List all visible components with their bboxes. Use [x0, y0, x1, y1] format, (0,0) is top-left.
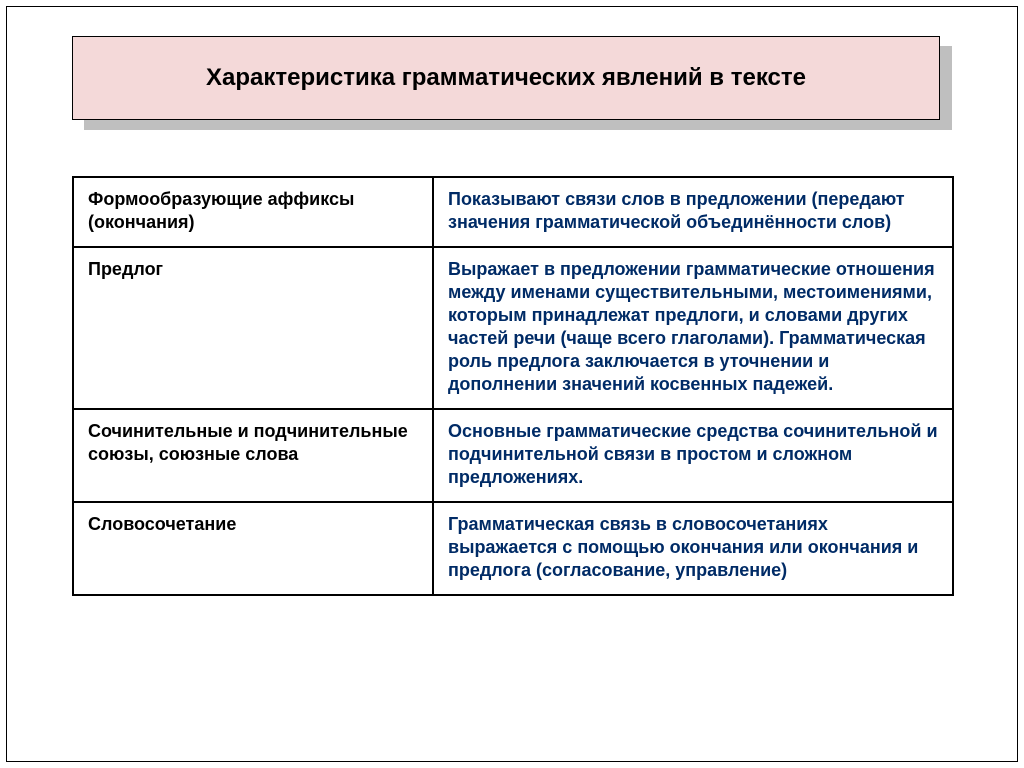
table-row: Предлог Выражает в предложении грамматич… — [73, 247, 953, 409]
grammar-table: Формообразующие аффиксы (окончания) Пока… — [72, 176, 954, 596]
title-box: Характеристика грамматических явлений в … — [72, 36, 940, 120]
definition-cell: Выражает в предложении грамматические от… — [433, 247, 953, 409]
definition-cell: Основные грамматические средства сочинит… — [433, 409, 953, 502]
term-cell: Сочинительные и подчинительные союзы, со… — [73, 409, 433, 502]
term-cell: Словосочетание — [73, 502, 433, 595]
page-title: Характеристика грамматических явлений в … — [206, 64, 806, 92]
table-row: Сочинительные и подчинительные союзы, со… — [73, 409, 953, 502]
table-row: Словосочетание Грамматическая связь в сл… — [73, 502, 953, 595]
definition-cell: Грамматическая связь в словосочетаниях в… — [433, 502, 953, 595]
term-cell: Формообразующие аффиксы (окончания) — [73, 177, 433, 247]
definition-cell: Показывают связи слов в предложении (пер… — [433, 177, 953, 247]
table-row: Формообразующие аффиксы (окончания) Пока… — [73, 177, 953, 247]
term-cell: Предлог — [73, 247, 433, 409]
